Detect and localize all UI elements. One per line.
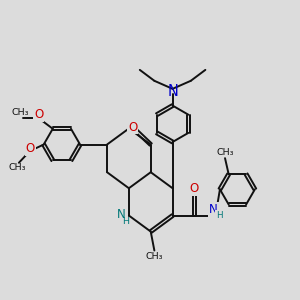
Text: H: H — [122, 217, 130, 226]
Text: CH₃: CH₃ — [9, 163, 26, 172]
Text: CH₃: CH₃ — [216, 148, 234, 157]
Text: N: N — [116, 208, 125, 220]
Text: O: O — [26, 142, 35, 155]
Text: CH₃: CH₃ — [146, 252, 163, 261]
Text: O: O — [190, 182, 199, 195]
Text: H: H — [216, 211, 223, 220]
Text: O: O — [34, 108, 43, 122]
Text: CH₃: CH₃ — [12, 108, 29, 117]
Text: N: N — [209, 203, 218, 216]
Text: N: N — [167, 84, 178, 99]
Text: O: O — [128, 121, 137, 134]
